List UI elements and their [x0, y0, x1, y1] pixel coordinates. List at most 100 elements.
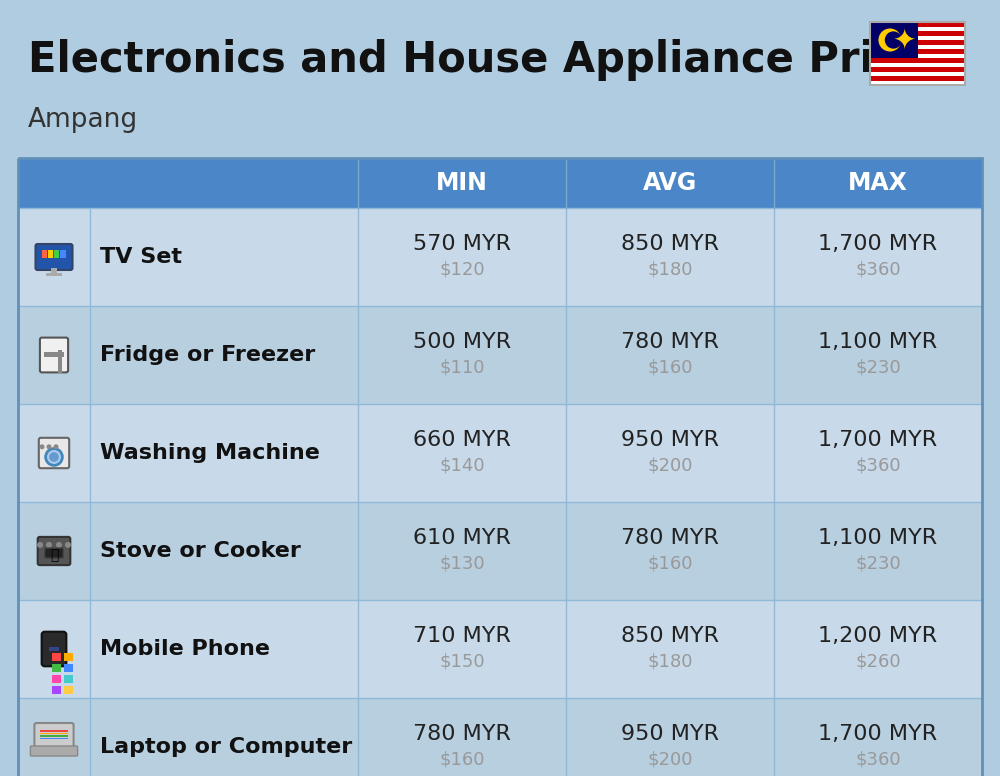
FancyBboxPatch shape	[38, 537, 70, 565]
Bar	[870, 54, 965, 58]
Bar	[870, 67, 965, 71]
Bar	[870, 63, 965, 67]
FancyBboxPatch shape	[45, 548, 63, 558]
FancyBboxPatch shape	[39, 438, 69, 468]
Circle shape	[46, 542, 52, 548]
Circle shape	[878, 29, 901, 51]
Text: Electronics and House Appliance Prices: Electronics and House Appliance Prices	[28, 39, 951, 81]
Bar	[870, 58, 965, 63]
Text: $200: $200	[647, 457, 693, 475]
Text: TV Set: TV Set	[100, 247, 182, 267]
Text: Washing Machine: Washing Machine	[100, 443, 320, 463]
Text: MAX: MAX	[848, 171, 908, 195]
Text: $260: $260	[855, 653, 901, 670]
Text: 780 MYR: 780 MYR	[621, 528, 719, 549]
Bar	[46, 273, 62, 276]
Text: $160: $160	[647, 555, 693, 573]
Bar	[870, 76, 965, 81]
Text: AVG: AVG	[643, 171, 697, 195]
Bar	[18, 502, 982, 600]
Text: $140: $140	[439, 457, 485, 475]
Bar	[52, 653, 61, 660]
Bar	[870, 44, 965, 49]
Bar	[58, 350, 62, 365]
Bar	[64, 674, 73, 683]
Bar	[566, 158, 774, 208]
Bar	[52, 686, 61, 694]
Text: 1,700 MYR: 1,700 MYR	[818, 724, 938, 744]
Circle shape	[65, 542, 71, 548]
Text: ✦: ✦	[892, 26, 916, 54]
FancyBboxPatch shape	[40, 338, 68, 372]
Bar	[40, 733, 68, 734]
FancyBboxPatch shape	[34, 723, 74, 749]
Circle shape	[37, 542, 43, 548]
Bar	[44, 352, 64, 357]
Bar	[18, 306, 982, 404]
Bar	[40, 735, 68, 736]
Bar	[54, 250, 59, 258]
Bar	[870, 36, 965, 40]
Text: 610 MYR: 610 MYR	[413, 528, 511, 549]
Text: $160: $160	[647, 359, 693, 376]
Text: 780 MYR: 780 MYR	[413, 724, 511, 744]
Text: 1,200 MYR: 1,200 MYR	[818, 626, 938, 646]
Text: $230: $230	[855, 359, 901, 376]
Bar	[64, 653, 73, 660]
Bar	[870, 31, 965, 36]
Text: 1,100 MYR: 1,100 MYR	[818, 528, 938, 549]
Bar	[870, 81, 965, 85]
Bar	[58, 363, 62, 373]
Bar	[870, 22, 965, 26]
Bar	[64, 686, 73, 694]
Bar	[40, 730, 68, 732]
Bar	[42, 250, 47, 258]
Text: $200: $200	[647, 750, 693, 769]
FancyBboxPatch shape	[36, 244, 72, 270]
FancyBboxPatch shape	[42, 632, 66, 667]
Text: MIN: MIN	[436, 171, 488, 195]
FancyBboxPatch shape	[30, 746, 78, 756]
Circle shape	[49, 452, 59, 462]
Text: $360: $360	[855, 750, 901, 769]
Text: $110: $110	[439, 359, 485, 376]
Bar	[51, 268, 57, 273]
Text: 950 MYR: 950 MYR	[621, 430, 719, 450]
Circle shape	[40, 445, 44, 449]
Text: 1,700 MYR: 1,700 MYR	[818, 430, 938, 450]
Circle shape	[46, 449, 62, 466]
Text: 1,100 MYR: 1,100 MYR	[818, 332, 938, 352]
Bar	[18, 158, 982, 776]
Text: $360: $360	[855, 261, 901, 279]
Text: 850 MYR: 850 MYR	[621, 626, 719, 646]
Text: $130: $130	[439, 555, 485, 573]
Text: 710 MYR: 710 MYR	[413, 626, 511, 646]
Bar	[870, 71, 965, 76]
Circle shape	[885, 31, 902, 49]
Text: $230: $230	[855, 555, 901, 573]
Text: Laptop or Computer: Laptop or Computer	[100, 737, 352, 757]
Bar	[870, 22, 918, 58]
Text: 950 MYR: 950 MYR	[621, 724, 719, 744]
Bar	[774, 158, 982, 208]
Bar	[64, 663, 73, 672]
Text: $180: $180	[647, 261, 693, 279]
Bar	[18, 698, 982, 776]
Bar	[870, 26, 965, 31]
Text: $120: $120	[439, 261, 485, 279]
Bar	[358, 158, 566, 208]
Bar	[18, 600, 982, 698]
Bar	[49, 646, 59, 651]
Circle shape	[56, 542, 62, 548]
Bar	[870, 49, 965, 54]
Text: $150: $150	[439, 653, 485, 670]
Text: 🔥: 🔥	[50, 548, 58, 562]
Text: 660 MYR: 660 MYR	[413, 430, 511, 450]
Bar	[60, 250, 66, 258]
Text: $360: $360	[855, 457, 901, 475]
Bar	[52, 663, 61, 672]
Text: 500 MYR: 500 MYR	[413, 332, 511, 352]
Text: Ampang: Ampang	[28, 107, 138, 133]
Text: Stove or Cooker: Stove or Cooker	[100, 541, 301, 561]
Bar	[18, 404, 982, 502]
